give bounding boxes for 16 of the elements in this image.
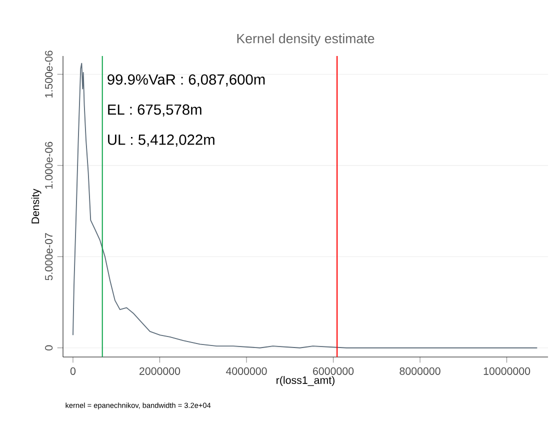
x-tick-label: 2000000 (140, 367, 180, 375)
y-tick-label: 1.000e-06 (45, 142, 53, 189)
annotation: 99.9%VaR : 6,087,600m (108, 74, 265, 86)
x-axis-title: r(loss1_amt) (276, 376, 334, 386)
y-tick-label: 5.000e-07 (45, 233, 53, 280)
y-tick-label: 0 (45, 345, 53, 350)
x-tick-label: 8000000 (400, 367, 440, 375)
chart-title: Kernel density estimate (237, 34, 374, 46)
annotation: EL : 675,578m (108, 104, 202, 117)
y-tick-label: 1.500e-06 (45, 50, 53, 98)
y-axis-title: Density (31, 188, 42, 224)
x-tick-label: 6000000 (313, 367, 354, 375)
x-tick-label: 10000000 (484, 367, 530, 375)
x-tick-label: 0 (70, 367, 76, 375)
annotation: UL : 5,412,022m (108, 134, 214, 147)
x-tick-label: 4000000 (226, 367, 267, 375)
